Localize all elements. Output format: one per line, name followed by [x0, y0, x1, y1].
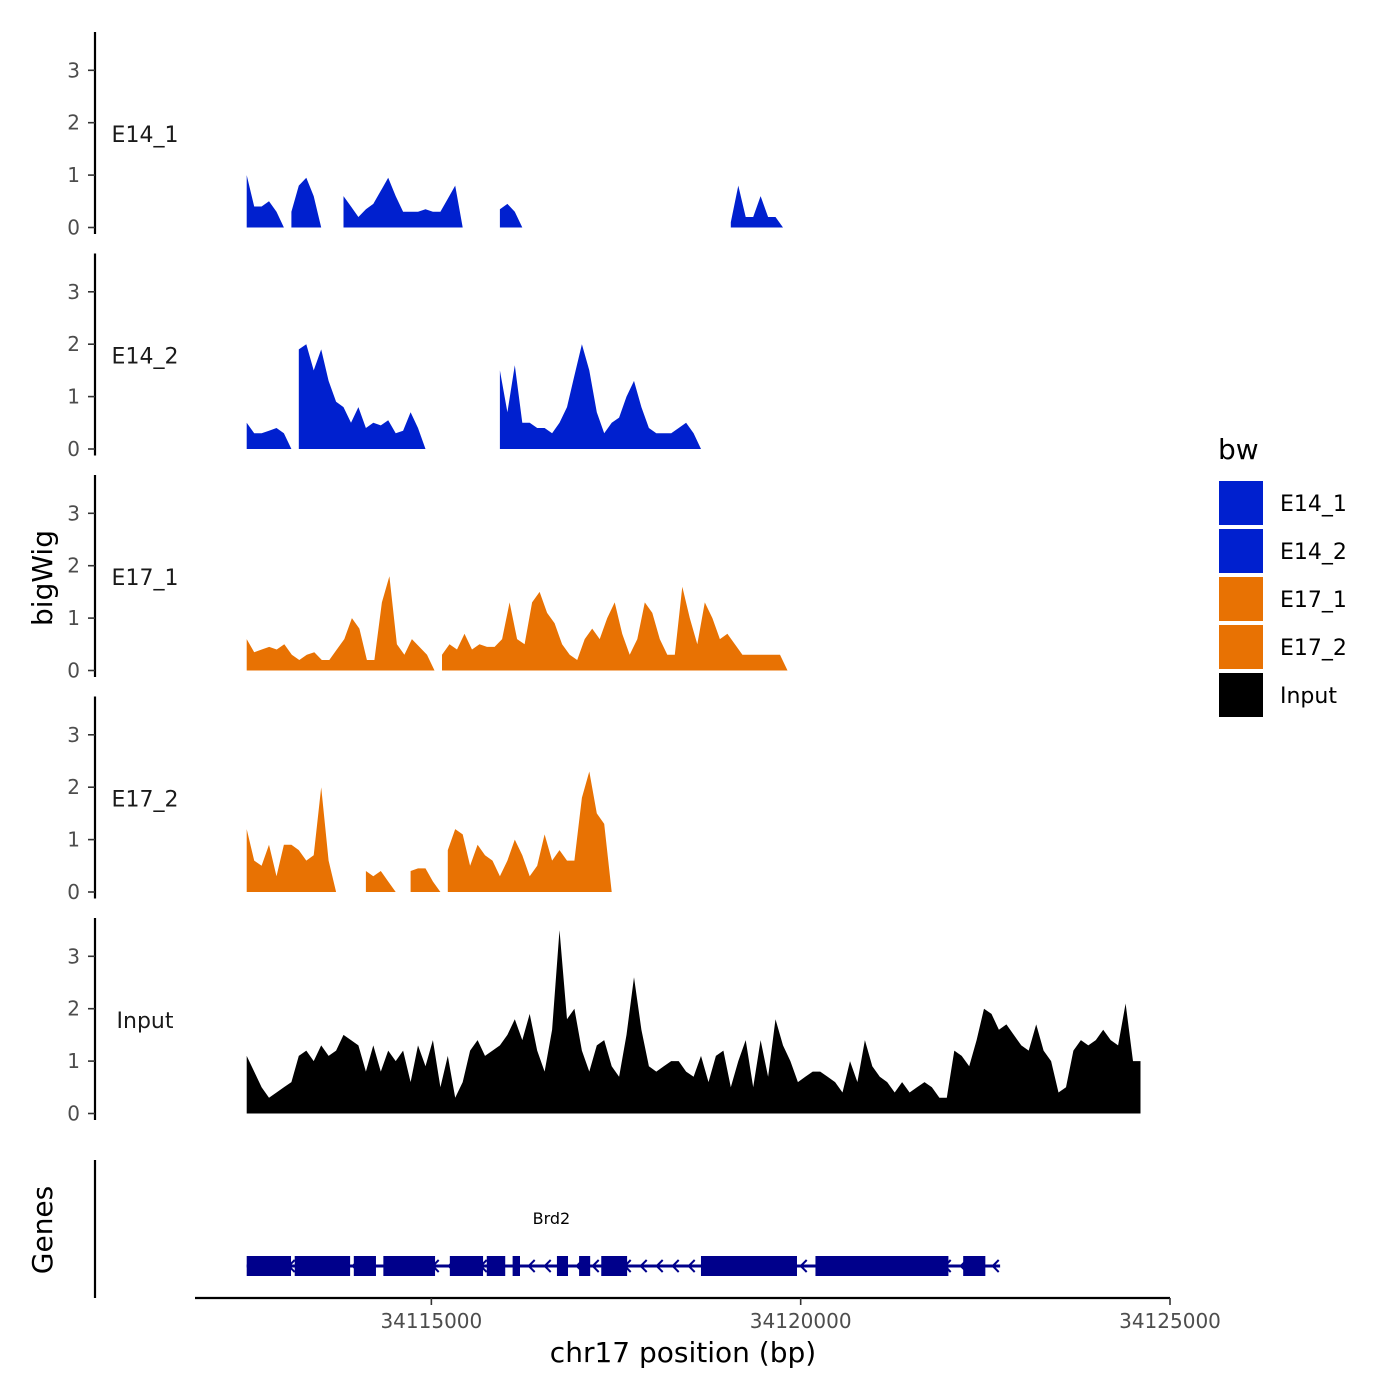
strand-arrow: [639, 1259, 648, 1273]
x-tick-label: 34120000: [750, 1309, 852, 1333]
signal-area-E17_1: [246, 576, 788, 671]
gene-exon: [294, 1256, 351, 1276]
y-tick-label: 3: [67, 280, 80, 304]
legend-label: E17_2: [1280, 636, 1347, 661]
y-tick-label: 0: [67, 880, 80, 904]
genes-axis-title: Genes: [26, 1186, 59, 1274]
strand-arrow: [655, 1259, 664, 1273]
legend-label: E14_2: [1280, 540, 1347, 565]
y-tick-label: 1: [67, 163, 80, 187]
legend-entry-E14_1: E14_1: [1217, 479, 1347, 527]
y-tick-label: 2: [67, 775, 80, 799]
gene-exon: [556, 1256, 569, 1276]
track-panels: 0 1 2 3 E14_1 0 1 2 3 E14_2 0 1 2 3 E17_1 0 1 2 3 E17_2 0 1 2 3…: [67, 32, 1141, 1126]
y-tick-label: 1: [67, 385, 80, 409]
strand-arrow: [527, 1259, 536, 1273]
legend-label: Input: [1280, 684, 1337, 709]
legend-swatch: [1217, 671, 1265, 719]
track-label: E17_2: [112, 788, 179, 813]
y-tick-label: 3: [67, 723, 80, 747]
strand-arrow: [671, 1259, 680, 1273]
track-label: Input: [117, 1009, 174, 1034]
y-tick-label: 1: [67, 828, 80, 852]
gene-exon: [512, 1256, 520, 1276]
gene-exon: [449, 1256, 484, 1276]
y-tick-label: 1: [67, 606, 80, 630]
legend-entry-E14_2: E14_2: [1217, 527, 1347, 575]
gene-exon: [700, 1256, 797, 1276]
strand-arrow: [543, 1259, 552, 1273]
gene-name-label: Brd2: [533, 1209, 571, 1228]
legend-label: E17_1: [1280, 588, 1347, 613]
strand-arrow: [591, 1259, 600, 1273]
genes-panel: Brd2: [93, 1160, 1001, 1298]
y-tick-label: 0: [67, 1102, 80, 1126]
y-tick-label: 2: [67, 332, 80, 356]
track-E14_2: 0 1 2 3 E14_2: [67, 253, 701, 461]
x-tick-label: 34115000: [380, 1309, 482, 1333]
y-tick-label: 3: [67, 944, 80, 968]
gene-exon: [246, 1256, 292, 1276]
signal-area-Input: [246, 930, 1141, 1114]
legend-label: E14_1: [1280, 492, 1347, 517]
legend-entry-E17_2: E17_2: [1217, 623, 1347, 671]
legend-entry-Input: Input: [1217, 671, 1337, 719]
legend-swatch: [1217, 575, 1265, 623]
gene-exon: [353, 1256, 376, 1276]
gene-exon: [486, 1256, 506, 1276]
legend-title: bw: [1218, 433, 1259, 466]
strand-arrow: [687, 1259, 696, 1273]
x-tick-label: 34125000: [1119, 1309, 1221, 1333]
gene-exon: [579, 1256, 591, 1276]
y-tick-label: 0: [67, 437, 80, 461]
track-label: E14_1: [112, 123, 179, 148]
y-axis-title: bigWig: [26, 530, 59, 626]
track-E17_2: 0 1 2 3 E17_2: [67, 696, 612, 904]
track-label: E17_1: [112, 566, 179, 591]
y-tick-label: 3: [67, 58, 80, 82]
y-tick-label: 3: [67, 501, 80, 525]
signal-area-E14_2: [246, 344, 701, 449]
legend-entry-E17_1: E17_1: [1217, 575, 1347, 623]
gene-Brd2: Brd2: [246, 1209, 1001, 1276]
x-axis-title: chr17 position (bp): [550, 1336, 816, 1369]
legend-swatch: [1217, 623, 1265, 671]
y-tick-label: 2: [67, 997, 80, 1021]
gene-exon: [383, 1256, 436, 1276]
track-label: E14_2: [112, 345, 179, 370]
strand-arrow: [799, 1259, 808, 1273]
y-tick-label: 0: [67, 216, 80, 240]
track-Input: 0 1 2 3 Input: [67, 918, 1141, 1126]
y-tick-label: 2: [67, 111, 80, 135]
signal-area-E14_1: [246, 175, 783, 228]
track-E14_1: 0 1 2 3 E14_1: [67, 32, 783, 240]
gene-exon: [815, 1256, 949, 1276]
y-tick-label: 1: [67, 1049, 80, 1073]
legend-swatch: [1217, 479, 1265, 527]
x-axis: 34115000 34120000 34125000: [195, 1296, 1221, 1333]
legend-swatch: [1217, 527, 1265, 575]
signal-area-E17_2: [246, 771, 612, 892]
gene-exon: [963, 1256, 986, 1276]
strand-arrow: [991, 1259, 1000, 1273]
legend: bw E14_1 E14_2 E17_1 E17_2 Input: [1217, 433, 1347, 719]
y-tick-label: 2: [67, 554, 80, 578]
track-E17_1: 0 1 2 3 E17_1: [67, 475, 788, 683]
y-tick-label: 0: [67, 659, 80, 683]
gene-exon: [601, 1256, 628, 1276]
